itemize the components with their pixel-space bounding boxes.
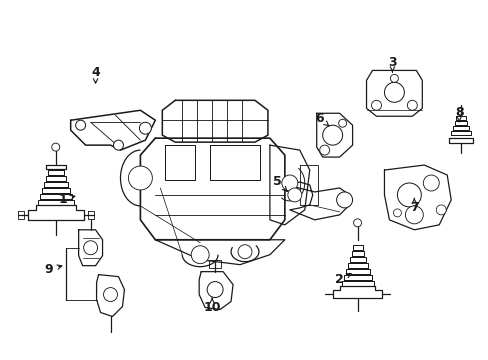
Text: 6: 6 [315,112,328,126]
Circle shape [238,245,251,259]
Circle shape [287,188,301,202]
Circle shape [423,175,438,191]
Text: 1: 1 [58,193,75,206]
Circle shape [353,219,361,227]
Circle shape [103,288,117,302]
Circle shape [371,100,381,110]
Circle shape [281,175,297,191]
Circle shape [322,125,342,145]
Circle shape [405,206,423,224]
Circle shape [393,209,401,217]
Circle shape [76,120,85,130]
Circle shape [128,166,152,190]
Circle shape [397,183,421,207]
Text: 9: 9 [44,263,61,276]
Text: 10: 10 [203,298,221,314]
Circle shape [319,145,329,155]
Circle shape [83,241,98,255]
Text: 5: 5 [273,175,286,191]
Circle shape [191,246,209,264]
Circle shape [113,140,123,150]
Text: 2: 2 [335,273,350,286]
Circle shape [338,119,346,127]
Text: 4: 4 [91,66,100,83]
Text: 7: 7 [409,198,418,215]
Circle shape [407,100,416,110]
Text: 3: 3 [387,56,396,72]
Circle shape [139,122,151,134]
Circle shape [52,143,60,151]
Text: 8: 8 [454,106,463,122]
Circle shape [207,282,223,298]
Circle shape [389,75,398,82]
Circle shape [435,205,446,215]
Circle shape [384,82,404,102]
Circle shape [336,192,352,208]
